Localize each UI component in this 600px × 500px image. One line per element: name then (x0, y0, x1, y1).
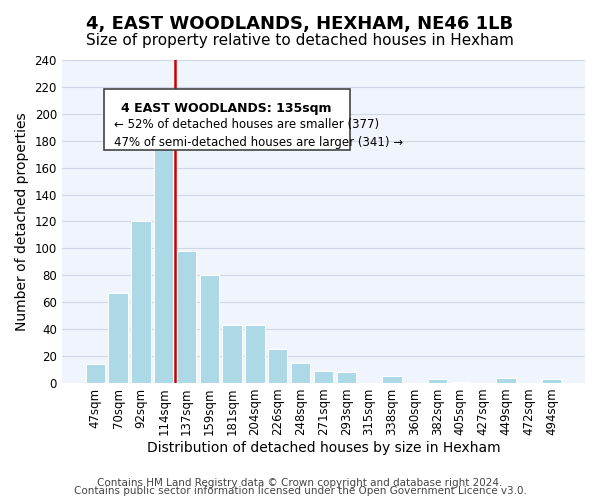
Bar (109, 293, 128, 383)
Text: Contains HM Land Registry data © Crown copyright and database right 2024.: Contains HM Land Registry data © Crown c… (97, 478, 503, 488)
Text: Size of property relative to detached houses in Hexham: Size of property relative to detached ho… (86, 32, 514, 48)
Bar (291, 363, 310, 383)
FancyBboxPatch shape (104, 89, 350, 150)
Bar (200, 276, 219, 383)
Text: 4 EAST WOODLANDS: 135sqm: 4 EAST WOODLANDS: 135sqm (121, 102, 332, 115)
Bar (314, 371, 333, 383)
Bar (337, 372, 356, 383)
Bar (86, 364, 105, 383)
Bar (382, 376, 401, 383)
Bar (154, 123, 173, 383)
X-axis label: Distribution of detached houses by size in Hexham: Distribution of detached houses by size … (146, 441, 500, 455)
Bar (268, 350, 287, 383)
Bar (496, 378, 515, 383)
Y-axis label: Number of detached properties: Number of detached properties (15, 112, 29, 331)
Bar (428, 379, 447, 383)
Bar (542, 379, 561, 383)
Bar (245, 325, 265, 383)
Bar (451, 382, 470, 383)
Bar (131, 222, 151, 383)
Text: ← 52% of detached houses are smaller (377): ← 52% of detached houses are smaller (37… (114, 118, 379, 131)
Bar (223, 325, 242, 383)
Text: 4, EAST WOODLANDS, HEXHAM, NE46 1LB: 4, EAST WOODLANDS, HEXHAM, NE46 1LB (86, 15, 514, 33)
Bar (177, 251, 196, 383)
Text: Contains public sector information licensed under the Open Government Licence v3: Contains public sector information licen… (74, 486, 526, 496)
Text: 47% of semi-detached houses are larger (341) →: 47% of semi-detached houses are larger (… (114, 136, 403, 149)
